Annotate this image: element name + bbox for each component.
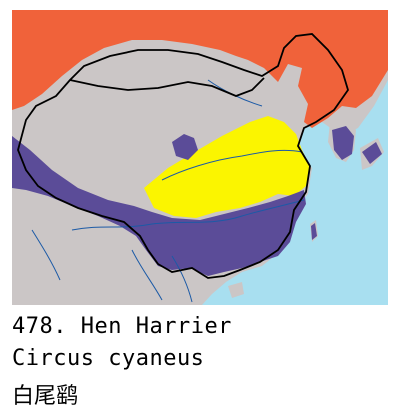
breeding-range	[12, 10, 388, 128]
winter-range-korea	[332, 126, 354, 160]
borders	[17, 33, 349, 279]
range-map	[12, 10, 388, 305]
passage-range	[144, 116, 310, 218]
winter-range-japan	[362, 142, 382, 164]
scientific-name: Circus cyaneus	[12, 346, 205, 371]
species-number: 478.	[12, 314, 67, 339]
common-name: Hen Harrier	[80, 314, 232, 339]
winter-range-sichuan	[172, 134, 198, 160]
winter-range	[12, 136, 306, 276]
species-title: 478. Hen Harrier	[12, 314, 232, 339]
hainan	[228, 282, 244, 298]
winter-range-taiwan	[311, 223, 317, 240]
chinese-name: 白尾鹞	[12, 384, 79, 409]
